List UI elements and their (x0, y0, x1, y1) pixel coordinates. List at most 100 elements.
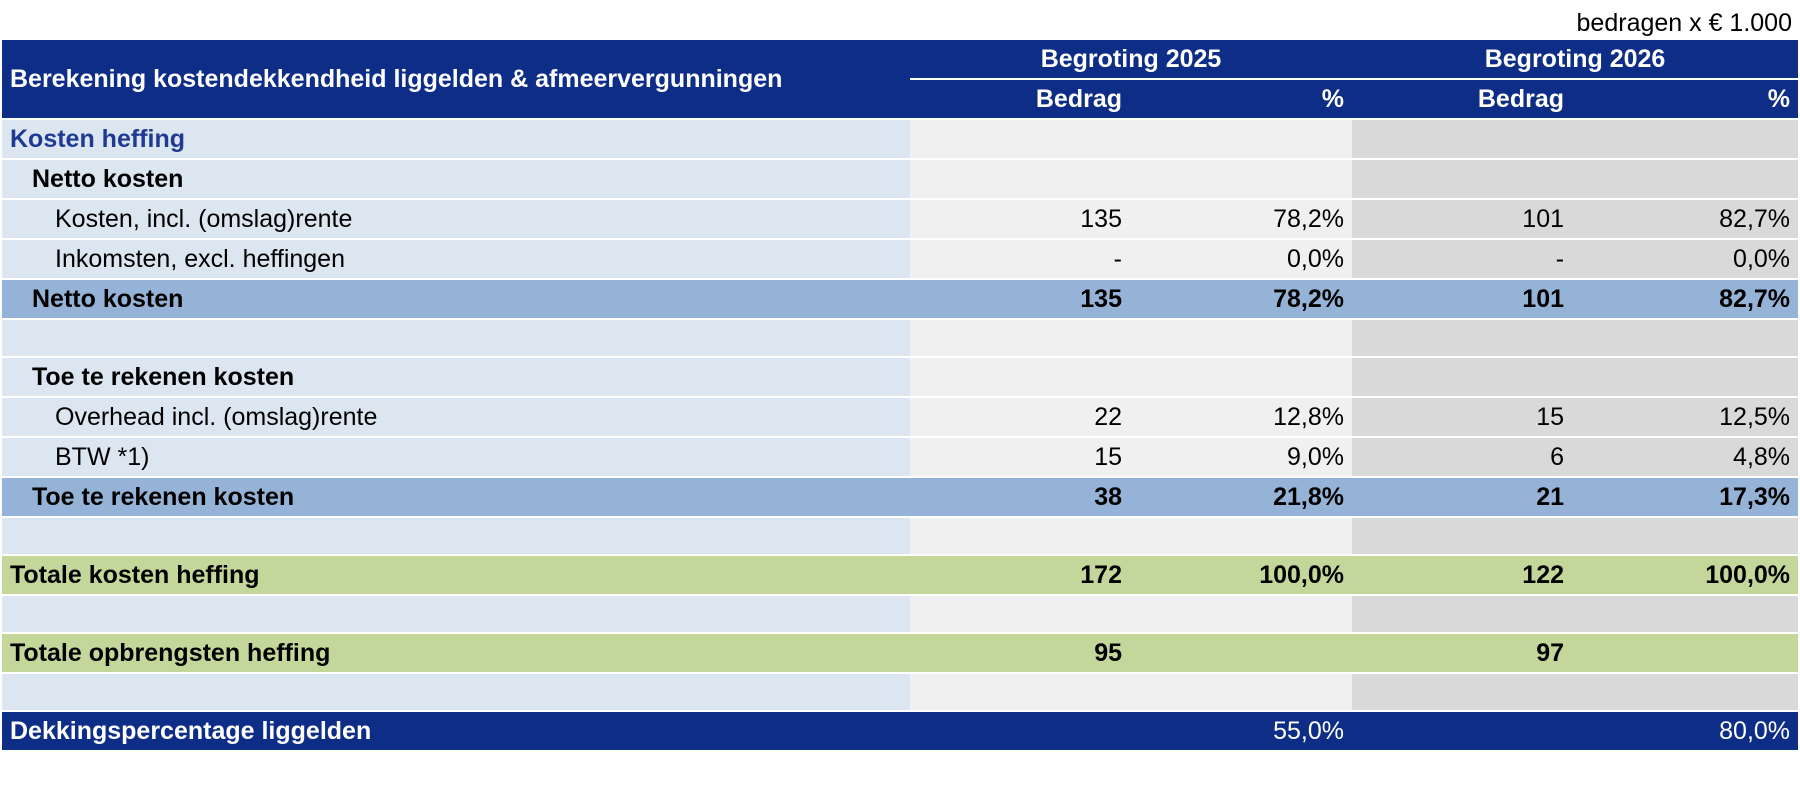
table-title: Berekening kostendekkendheid liggelden &… (2, 40, 910, 120)
cell-bedrag-2026 (1352, 319, 1573, 358)
cell-bedrag-2026: 15 (1352, 397, 1573, 438)
col-bedrag-2025: Bedrag (910, 79, 1130, 120)
row-label: BTW *1) (2, 437, 910, 478)
row-label: Inkomsten, excl. heffingen (2, 239, 910, 280)
spacer-row (2, 319, 1799, 358)
cell-bedrag-2025: 15 (910, 437, 1130, 478)
spacer-row (2, 673, 1799, 712)
cell-bedrag-2025 (910, 119, 1130, 160)
cell-pct-2025: 21,8% (1130, 477, 1353, 518)
table-row: Overhead incl. (omslag)rente 22 12,8% 15… (2, 397, 1799, 438)
cell-pct-2025: 78,2% (1130, 199, 1353, 240)
cell-bedrag-2025: 95 (910, 633, 1130, 674)
cell-pct-2026 (1572, 595, 1799, 634)
coverage-percentage-row: Dekkingspercentage liggelden 55,0% 80,0% (2, 711, 1799, 752)
cell-bedrag-2026 (1352, 357, 1573, 398)
cell-bedrag-2025 (910, 159, 1130, 200)
cell-bedrag-2025 (910, 357, 1130, 398)
cell-pct-2025 (1130, 357, 1353, 398)
row-label: Dekkingspercentage liggelden (2, 711, 910, 752)
row-label: Kosten, incl. (omslag)rente (2, 199, 910, 240)
year-header-2025: Begroting 2025 (910, 40, 1353, 80)
cell-bedrag-2026 (1352, 159, 1573, 200)
cell-bedrag-2026 (1352, 595, 1573, 634)
cell-pct-2026 (1572, 633, 1799, 674)
spacer-row (2, 517, 1799, 556)
cell-bedrag-2025 (910, 711, 1130, 752)
cell-pct-2025: 12,8% (1130, 397, 1353, 438)
cell-bedrag-2026: 97 (1352, 633, 1573, 674)
cell-bedrag-2025: - (910, 239, 1130, 280)
cell-bedrag-2025 (910, 319, 1130, 358)
cell-pct-2025 (1130, 319, 1353, 358)
subtotal-row-toe-te-rekenen-kosten: Toe te rekenen kosten 38 21,8% 21 17,3% (2, 477, 1799, 518)
cell-pct-2025 (1130, 595, 1353, 634)
cell-bedrag-2026 (1352, 673, 1573, 712)
table-header-row: Berekening kostendekkendheid liggelden &… (2, 40, 1799, 120)
cell-bedrag-2025: 22 (910, 397, 1130, 438)
amounts-unit-note: bedragen x € 1.000 (1576, 9, 1792, 37)
cell-pct-2026: 17,3% (1572, 477, 1799, 518)
row-label: Netto kosten (2, 159, 910, 200)
cell-pct-2026: 0,0% (1572, 239, 1799, 280)
row-label (2, 319, 910, 358)
cell-bedrag-2026: 21 (1352, 477, 1573, 518)
cell-bedrag-2025 (910, 673, 1130, 712)
cell-pct-2026 (1572, 517, 1799, 556)
cell-bedrag-2025: 38 (910, 477, 1130, 518)
cell-pct-2025 (1130, 119, 1353, 160)
group-header-toe-te-rekenen-kosten: Toe te rekenen kosten (2, 357, 1799, 398)
cell-bedrag-2025 (910, 517, 1130, 556)
cell-pct-2025 (1130, 159, 1353, 200)
table-row: BTW *1) 15 9,0% 6 4,8% (2, 437, 1799, 478)
cell-bedrag-2026: 122 (1352, 555, 1573, 596)
cell-bedrag-2025 (910, 595, 1130, 634)
cell-pct-2026: 4,8% (1572, 437, 1799, 478)
cell-pct-2025 (1130, 673, 1353, 712)
cell-bedrag-2026 (1352, 711, 1573, 752)
cell-bedrag-2026 (1352, 119, 1573, 160)
cell-pct-2026: 100,0% (1572, 555, 1799, 596)
row-label: Toe te rekenen kosten (2, 477, 910, 518)
group-header-netto-kosten: Netto kosten (2, 159, 1799, 200)
col-pct-2026: % (1572, 79, 1799, 120)
total-row-opbrengsten-heffing: Totale opbrengsten heffing 95 97 (2, 633, 1799, 674)
col-bedrag-2026: Bedrag (1352, 79, 1573, 120)
cell-pct-2026 (1572, 319, 1799, 358)
subtotal-row-netto-kosten: Netto kosten 135 78,2% 101 82,7% (2, 279, 1799, 320)
row-label: Totale opbrengsten heffing (2, 633, 910, 674)
cell-pct-2025: 100,0% (1130, 555, 1353, 596)
cell-bedrag-2025: 135 (910, 279, 1130, 320)
row-label: Totale kosten heffing (2, 555, 910, 596)
row-label (2, 517, 910, 556)
cell-bedrag-2026: 101 (1352, 279, 1573, 320)
row-label: Toe te rekenen kosten (2, 357, 910, 398)
cell-pct-2026 (1572, 673, 1799, 712)
row-label (2, 595, 910, 634)
cell-pct-2026: 82,7% (1572, 279, 1799, 320)
spacer-row (2, 595, 1799, 634)
cell-pct-2026: 82,7% (1572, 199, 1799, 240)
cell-pct-2026: 80,0% (1572, 711, 1799, 752)
cell-pct-2025: 0,0% (1130, 239, 1353, 280)
cell-pct-2025 (1130, 633, 1353, 674)
cell-pct-2026 (1572, 357, 1799, 398)
row-label: Kosten heffing (2, 119, 910, 160)
section-row-kosten-heffing: Kosten heffing (2, 119, 1799, 160)
row-label: Netto kosten (2, 279, 910, 320)
cell-pct-2025: 9,0% (1130, 437, 1353, 478)
cost-coverage-table: Berekening kostendekkendheid liggelden &… (2, 40, 1799, 752)
cell-pct-2025: 78,2% (1130, 279, 1353, 320)
row-label (2, 673, 910, 712)
cell-bedrag-2026: 101 (1352, 199, 1573, 240)
total-row-kosten-heffing: Totale kosten heffing 172 100,0% 122 100… (2, 555, 1799, 596)
cell-pct-2026 (1572, 119, 1799, 160)
cell-bedrag-2025: 135 (910, 199, 1130, 240)
cell-pct-2025: 55,0% (1130, 711, 1353, 752)
cell-bedrag-2026: - (1352, 239, 1573, 280)
table-subheader-row: Bedrag % Bedrag % (2, 79, 1799, 120)
year-header-2026: Begroting 2026 (1352, 40, 1799, 80)
cell-pct-2026 (1572, 159, 1799, 200)
table-row: Inkomsten, excl. heffingen - 0,0% - 0,0% (2, 239, 1799, 280)
cell-pct-2026: 12,5% (1572, 397, 1799, 438)
